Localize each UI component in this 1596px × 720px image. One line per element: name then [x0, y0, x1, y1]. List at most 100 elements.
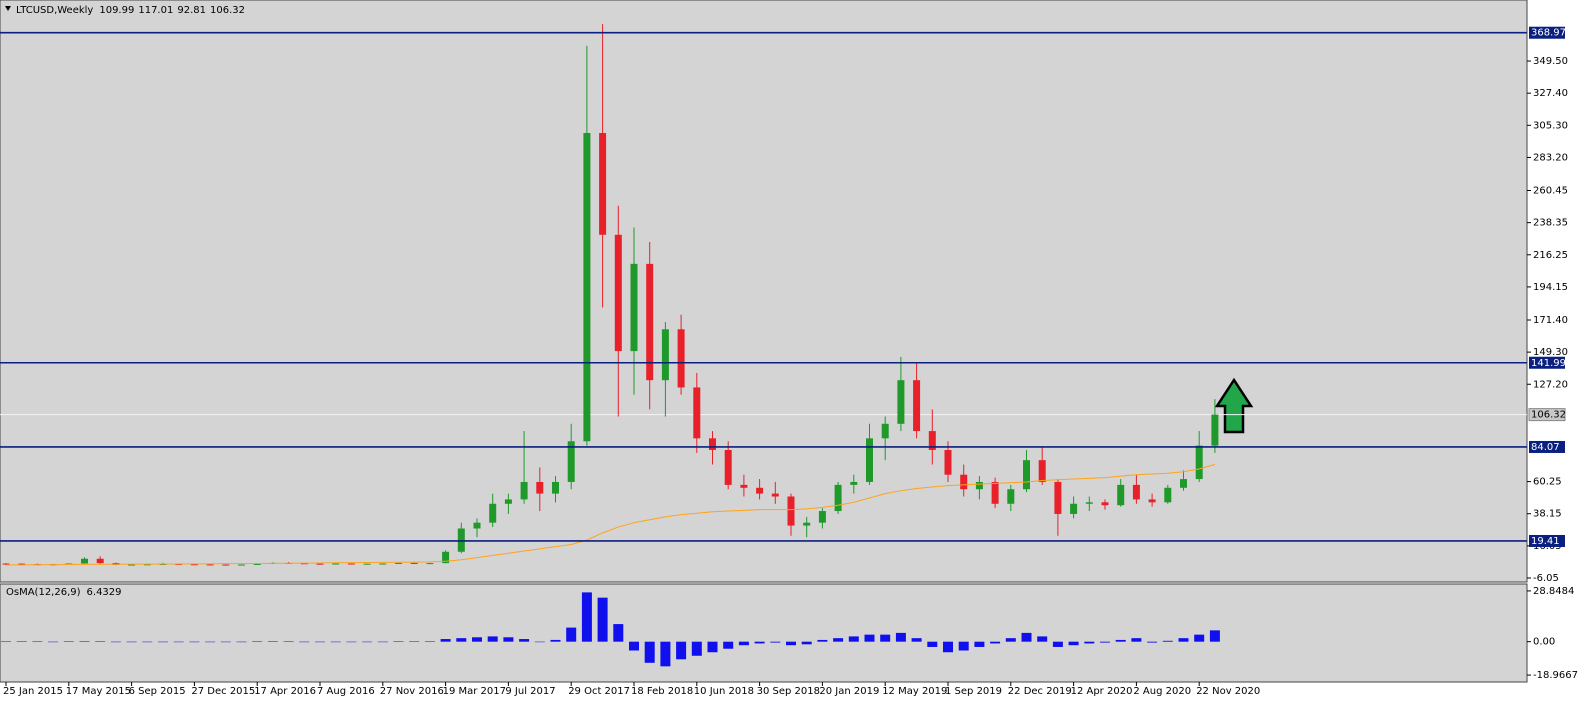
histogram-bar: [1194, 634, 1205, 642]
candle-body: [395, 562, 402, 564]
candle-body: [677, 329, 685, 388]
histogram-bar: [189, 641, 200, 643]
x-tick-label: 30 Sep 2018: [757, 686, 820, 697]
level-label: 368.97: [1531, 28, 1566, 39]
histogram-bar: [1021, 632, 1032, 642]
histogram-bar: [95, 641, 106, 642]
candle-body: [457, 528, 465, 552]
candle-body: [944, 449, 952, 475]
candle-body: [190, 564, 198, 566]
panel-title-value: 92.81: [177, 5, 206, 16]
histogram-bar: [534, 641, 545, 643]
histogram-bar: [1147, 641, 1158, 643]
y-tick-label: 216.25: [1533, 250, 1568, 261]
candle-body: [1195, 445, 1203, 480]
candle-body: [897, 380, 905, 424]
histogram-bar: [173, 641, 184, 643]
histogram-bar: [786, 641, 796, 646]
candle-body: [206, 564, 214, 566]
histogram-bar: [1, 641, 11, 643]
osma-plot-bg: [0, 583, 1528, 683]
candle-body: [818, 511, 826, 523]
histogram-bar: [613, 624, 624, 642]
panel-title-value: 106.32: [210, 5, 245, 16]
candle-body: [866, 438, 873, 482]
y-tick-label: 327.40: [1533, 88, 1568, 99]
histogram-bar: [158, 641, 168, 643]
candle-body: [599, 133, 607, 235]
level-label-box: [1529, 356, 1565, 369]
x-tick-label: 29 Oct 2017: [568, 686, 630, 697]
histogram-bar: [707, 641, 718, 653]
y-tick-label: 149.30: [1533, 347, 1568, 358]
histogram-bar: [48, 641, 59, 643]
candle-body: [850, 481, 858, 485]
x-tick-label: 9 Jul 2017: [505, 686, 555, 697]
histogram-bar: [1084, 641, 1095, 644]
candle-body: [332, 563, 340, 565]
y-tick-label: 28.8484: [1533, 586, 1574, 597]
candle-body: [881, 423, 889, 439]
candle-body: [1085, 502, 1093, 504]
candle-body: [693, 387, 701, 439]
candle-body: [1023, 460, 1030, 490]
candle-body: [426, 563, 434, 565]
candle-body: [567, 441, 575, 482]
candle-body: [771, 493, 779, 497]
candle-body: [316, 563, 324, 565]
y-tick-label: -18.9667: [1533, 670, 1578, 681]
candle-body: [520, 481, 528, 500]
histogram-bar: [895, 632, 906, 642]
x-tick-label: 25 Jan 2015: [3, 686, 63, 697]
histogram-bar: [267, 641, 278, 642]
candle-body: [536, 481, 544, 494]
candle-body: [222, 564, 230, 566]
candle-body: [975, 481, 983, 490]
level-label-box: [1529, 534, 1565, 547]
histogram-bar: [566, 627, 577, 642]
histogram-bar: [503, 637, 514, 642]
candle-body: [661, 329, 669, 381]
histogram-bar: [958, 641, 969, 651]
histogram-bar: [1162, 640, 1173, 642]
candle-body: [803, 522, 811, 526]
x-tick-label: 2 Aug 2020: [1133, 686, 1191, 697]
main-plot-bg: [0, 0, 1528, 583]
last-price-box: [1528, 408, 1566, 422]
histogram-bar: [943, 641, 953, 653]
histogram-bar: [1037, 636, 1048, 642]
candle-body: [834, 484, 842, 512]
y-tick-label: 171.40: [1533, 315, 1568, 326]
histogram-bar: [362, 641, 373, 643]
panel-title-value: 109.99: [99, 5, 134, 16]
candle-body: [2, 563, 10, 565]
histogram-bar: [581, 592, 592, 642]
histogram-bar: [16, 641, 27, 643]
candle-body: [1007, 489, 1015, 504]
x-tick-label: 17 Apr 2016: [254, 686, 316, 697]
candle-body: [709, 438, 716, 450]
candle-body: [1164, 487, 1172, 503]
histogram-bar: [440, 639, 451, 642]
candle-body: [1070, 503, 1078, 514]
candle-body: [347, 563, 355, 565]
panel-title: LTCUSD,Weekly: [16, 5, 93, 16]
candle-body: [756, 487, 764, 494]
histogram-bar: [817, 639, 828, 642]
y-tick-label: 283.20: [1533, 152, 1568, 163]
candle-body: [724, 449, 732, 485]
histogram-bar: [252, 641, 263, 643]
x-tick-label: 6 Sep 2015: [129, 686, 186, 697]
histogram-bar: [346, 641, 357, 643]
candle-body: [740, 484, 748, 488]
candle-body: [128, 564, 136, 566]
histogram-bar: [754, 641, 765, 644]
candle-body: [442, 551, 450, 564]
histogram-bar: [1052, 641, 1063, 647]
candle-body: [928, 431, 936, 450]
candle-body: [614, 234, 622, 352]
candle-body: [630, 263, 638, 352]
up-arrow: [1214, 377, 1254, 434]
histogram-bar: [1131, 638, 1142, 642]
